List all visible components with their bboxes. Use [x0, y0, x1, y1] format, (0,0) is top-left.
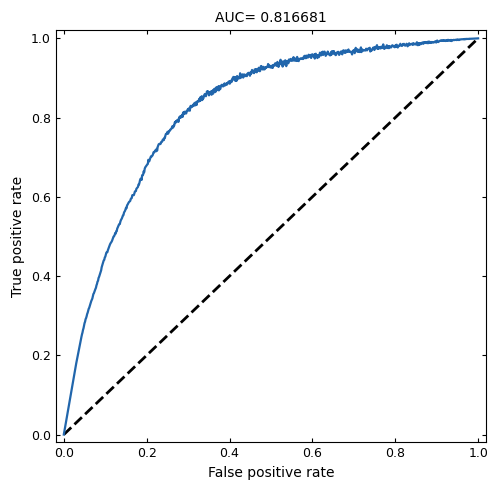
- Y-axis label: True positive rate: True positive rate: [11, 176, 25, 297]
- Title: AUC= 0.816681: AUC= 0.816681: [215, 11, 327, 25]
- X-axis label: False positive rate: False positive rate: [208, 466, 334, 480]
